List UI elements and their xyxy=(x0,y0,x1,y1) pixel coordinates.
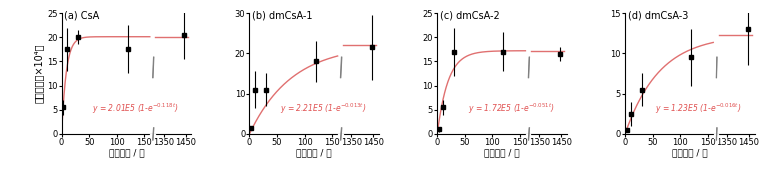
Text: (d) dmCsA-3: (d) dmCsA-3 xyxy=(628,11,688,21)
Text: y = 1.72E5 (1-e$^{-0.051t}$): y = 1.72E5 (1-e$^{-0.051t}$) xyxy=(467,102,554,116)
Bar xyxy=(150,134,155,136)
Text: y = 1.23E5 (1-e$^{-0.016t}$): y = 1.23E5 (1-e$^{-0.016t}$) xyxy=(655,102,742,116)
Bar xyxy=(526,134,531,136)
Y-axis label: ピーク値（×10⁴）: ピーク値（×10⁴） xyxy=(34,44,44,103)
Bar xyxy=(338,134,343,136)
X-axis label: 培養時間 / 分: 培養時間 / 分 xyxy=(672,148,708,158)
Text: y = 2.01E5 (1-e$^{-0.118t}$): y = 2.01E5 (1-e$^{-0.118t}$) xyxy=(92,102,179,116)
Bar xyxy=(714,134,718,138)
X-axis label: 培養時間 / 分: 培養時間 / 分 xyxy=(109,148,144,158)
X-axis label: 培養時間 / 分: 培養時間 / 分 xyxy=(484,148,520,158)
Text: (b) dmCsA-1: (b) dmCsA-1 xyxy=(252,11,313,21)
X-axis label: 培養時間 / 分: 培養時間 / 分 xyxy=(296,148,332,158)
Text: y = 2.21E5 (1-e$^{-0.013t}$): y = 2.21E5 (1-e$^{-0.013t}$) xyxy=(280,102,367,116)
Text: (a) CsA: (a) CsA xyxy=(64,11,99,21)
Text: (c) dmCsA-2: (c) dmCsA-2 xyxy=(440,11,500,21)
